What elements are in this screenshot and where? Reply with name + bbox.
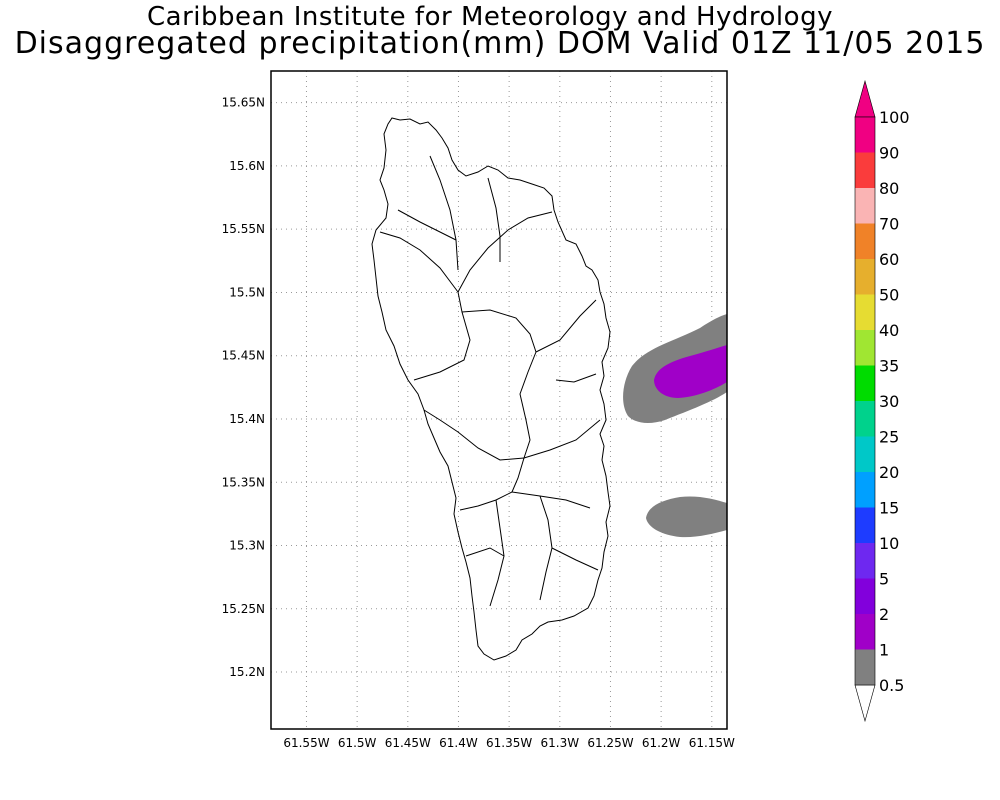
institute-title: Caribbean Institute for Meteorology and … xyxy=(147,2,833,32)
lon-tick-label: 61.3W xyxy=(541,736,580,750)
colorbar-level-label: 90 xyxy=(879,144,899,163)
lon-tick-label: 61.25W xyxy=(587,736,633,750)
precip-area-grey-south xyxy=(646,496,727,538)
colorbar-swatch xyxy=(855,330,875,366)
colorbar-level-label: 15 xyxy=(879,499,899,518)
colorbar-swatch xyxy=(855,259,875,295)
colorbar-level-label: 30 xyxy=(879,392,899,411)
colorbar-swatch xyxy=(855,188,875,224)
watershed-line xyxy=(555,373,597,383)
colorbar-level-label: 50 xyxy=(879,286,899,305)
coastline xyxy=(371,117,611,661)
lat-tick-label: 15.45N xyxy=(222,349,265,363)
colorbar-level-label: 60 xyxy=(879,250,899,269)
colorbar-level-label: 10 xyxy=(879,534,899,553)
longitude-labels: 61.55W 61.5W 61.45W 61.4W 61.35W 61.3W 61.25W 6… xyxy=(283,736,735,750)
latitude-labels: 15.65N 15.6N 15.55N 15.5N 15.45N 15.4N 15.35N 1… xyxy=(222,96,265,679)
watershed-line xyxy=(487,177,501,262)
colorbar-level-label: 40 xyxy=(879,321,899,340)
lat-tick-label: 15.2N xyxy=(229,665,265,679)
lat-tick-label: 15.35N xyxy=(222,475,265,489)
lat-tick-label: 15.6N xyxy=(229,159,265,173)
colorbar-level-label: 2 xyxy=(879,605,889,624)
lon-tick-label: 61.15W xyxy=(689,736,735,750)
watershed-line xyxy=(457,211,553,293)
colorbar-swatch xyxy=(855,472,875,508)
colorbar-level-label: 1 xyxy=(879,641,889,660)
product-title: Disaggregated precipitation(mm) DOM Vali… xyxy=(14,26,986,61)
watershed-line xyxy=(523,419,601,459)
colorbar-frame xyxy=(854,116,876,686)
colorbar-swatch xyxy=(855,649,875,685)
watershed-line xyxy=(459,457,525,511)
colorbar-under-triangle xyxy=(854,684,876,723)
watershed-line xyxy=(413,311,471,381)
colorbar-level-label: 100 xyxy=(879,108,910,127)
colorbar-swatch xyxy=(855,223,875,259)
lat-tick-label: 15.65N xyxy=(222,96,265,110)
colorbar-swatch xyxy=(855,578,875,614)
colorbar-level-label: 0.5 xyxy=(879,676,904,695)
watershed-line xyxy=(397,209,457,241)
map-frame xyxy=(270,70,728,730)
watershed-line xyxy=(489,499,505,607)
lon-tick-label: 61.5W xyxy=(338,736,377,750)
lat-tick-label: 15.5N xyxy=(229,285,265,299)
watershed-line xyxy=(457,291,537,353)
watershed-line xyxy=(429,155,459,271)
watershed-line xyxy=(379,231,459,293)
colorbar-swatch xyxy=(855,436,875,472)
colorbar-level-label: 25 xyxy=(879,428,899,447)
colorbar-swatch xyxy=(855,543,875,579)
lat-tick-label: 15.3N xyxy=(229,539,265,553)
dominica-outline xyxy=(371,117,611,661)
colorbar-level-label: 5 xyxy=(879,570,889,589)
precip-area-purple xyxy=(654,345,727,398)
precip-layer xyxy=(623,314,727,538)
watershed-line xyxy=(551,547,599,571)
watershed-line xyxy=(539,495,553,601)
colorbar-swatch xyxy=(855,507,875,543)
colorbar-level-label: 20 xyxy=(879,463,899,482)
colorbar-swatch xyxy=(855,117,875,153)
colorbar-swatch xyxy=(855,365,875,401)
lat-tick-label: 15.4N xyxy=(229,412,265,426)
colorbar-swatch xyxy=(855,614,875,650)
lon-tick-label: 61.35W xyxy=(486,736,532,750)
colorbar-level-label: 70 xyxy=(879,215,899,234)
lon-tick-label: 61.55W xyxy=(283,736,329,750)
watershed-line xyxy=(465,547,505,557)
colorbar-level-label: 35 xyxy=(879,357,899,376)
watershed-line xyxy=(519,351,537,459)
watershed-line xyxy=(511,491,591,509)
lon-tick-label: 61.45W xyxy=(385,736,431,750)
colorbar-over-triangle xyxy=(854,79,876,118)
watershed-line xyxy=(535,299,597,353)
lon-tick-label: 61.4W xyxy=(439,736,478,750)
colorbar-swatch xyxy=(855,401,875,437)
lat-tick-label: 15.25N xyxy=(222,602,265,616)
colorbar-swatch xyxy=(855,294,875,330)
colorbar-level-label: 80 xyxy=(879,179,899,198)
watershed-line xyxy=(423,409,525,461)
lon-tick-label: 61.2W xyxy=(642,736,681,750)
colorbar-swatch xyxy=(855,152,875,188)
lat-tick-label: 15.55N xyxy=(222,222,265,236)
